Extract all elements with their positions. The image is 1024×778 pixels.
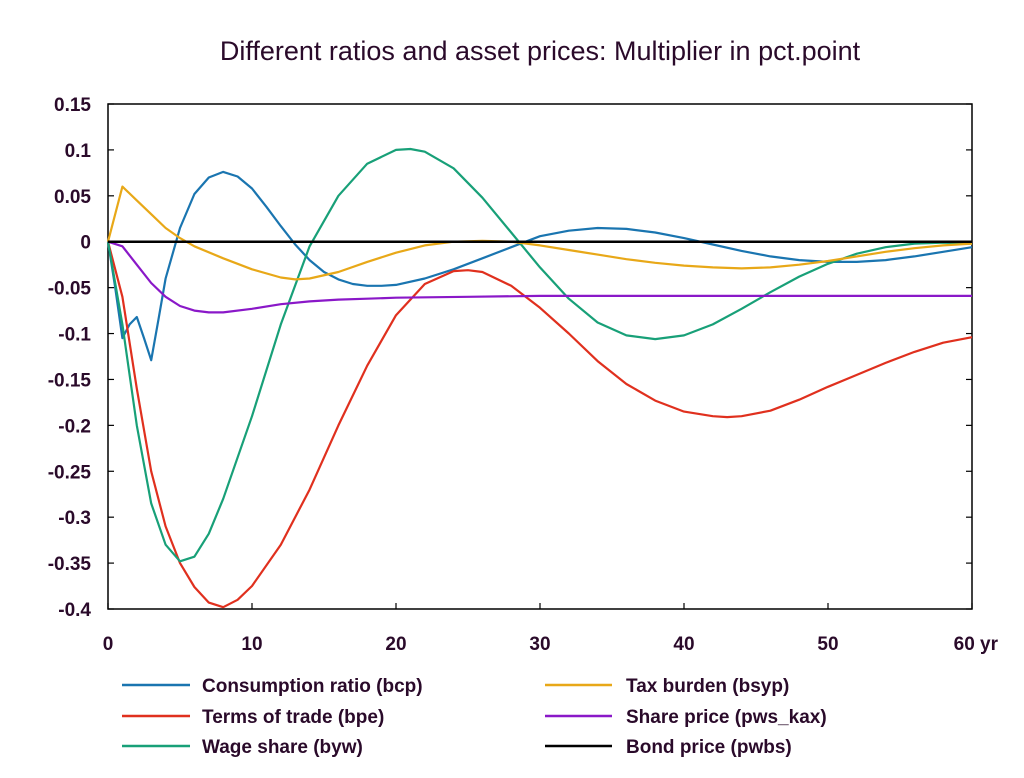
y-tick-label: -0.4 [58,600,91,621]
series-lines [106,147,973,609]
x-tick-label: 50 [817,634,838,655]
legend-label: Consumption ratio (bcp) [202,676,423,697]
legend: Consumption ratio (bcp) Terms of trade (b… [122,676,827,758]
y-tick-label: -0.3 [58,508,91,529]
x-tick-label: 0 [103,634,114,655]
legend-label: Bond price (pwbs) [626,737,792,758]
y-tick-label: 0 [80,233,91,254]
y-tick-label: -0.1 [58,325,91,346]
chart-title: Different ratios and asset prices: Multi… [220,36,861,66]
y-axis: 0.15 0.1 0.05 0 -0.05 -0.1 -0.15 -0.2 -0.25 -0.3 -… [48,95,972,621]
legend-label: Share price (pws_kax) [626,707,827,728]
series-line-2 [106,147,973,563]
legend-label: Terms of trade (bpe) [202,707,384,728]
x-tick-label: 30 [529,634,550,655]
y-tick-label: -0.25 [48,462,92,483]
x-tick-label: 40 [673,634,694,655]
x-tick-label: 60 yr [954,634,999,655]
y-tick-label: -0.15 [48,370,92,391]
y-tick-label: 0.1 [65,141,92,162]
series-line-3 [106,185,973,281]
y-tick-label: 0.05 [54,187,91,208]
legend-label: Tax burden (bsyp) [626,676,789,697]
legend-label: Wage share (byw) [202,737,363,758]
x-axis: 0 10 20 30 40 50 60 yr [103,603,999,655]
y-tick-label: -0.2 [58,416,91,437]
y-tick-label: -0.05 [48,279,92,300]
series-line-1 [106,241,973,609]
series-line-0 [106,170,973,362]
x-tick-label: 10 [241,634,262,655]
x-tick-label: 20 [385,634,406,655]
series-line-4 [107,240,972,314]
plot-area [107,103,973,610]
y-tick-label: -0.35 [48,554,92,575]
y-tick-label: 0.15 [54,95,91,116]
